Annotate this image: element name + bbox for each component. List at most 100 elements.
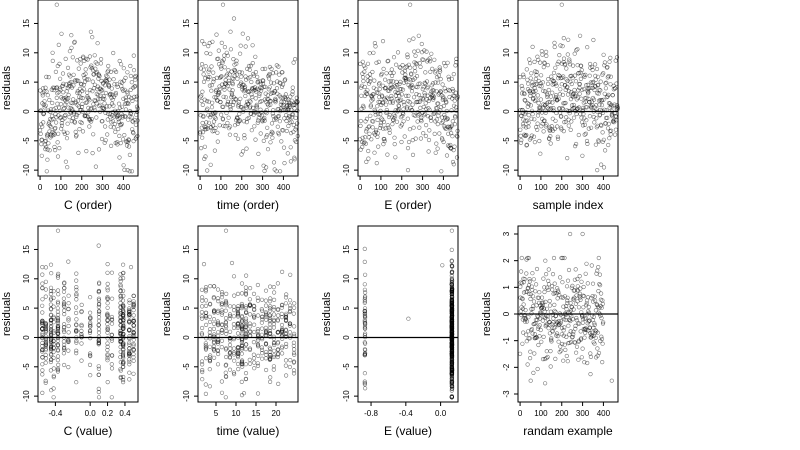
data-point: [123, 107, 128, 112]
data-point: [400, 62, 405, 68]
data-point: [63, 56, 68, 62]
data-point: [87, 328, 93, 334]
data-point: [237, 118, 242, 123]
data-point: [575, 47, 580, 52]
data-point: [527, 291, 532, 297]
data-point: [535, 127, 540, 132]
data-point: [239, 359, 244, 364]
data-point: [271, 160, 277, 165]
data-point: [375, 104, 380, 109]
data-point: [59, 95, 64, 100]
data-point: [291, 129, 296, 134]
data-point: [537, 60, 543, 65]
data-point: [582, 74, 587, 79]
data-point: [219, 312, 224, 317]
data-point: [561, 129, 566, 134]
data-point: [380, 38, 386, 44]
data-point: [573, 301, 579, 306]
x-tick-label: 200: [555, 409, 569, 418]
data-point: [65, 121, 70, 126]
data-point: [599, 336, 605, 342]
data-point: [584, 301, 589, 306]
data-point: [223, 363, 228, 368]
data-point: [544, 356, 549, 361]
data-point: [585, 281, 590, 286]
data-point: [280, 70, 285, 75]
data-point: [438, 69, 443, 74]
data-point: [234, 72, 239, 77]
data-point: [249, 128, 254, 133]
data-point: [405, 168, 411, 173]
data-point: [66, 105, 71, 110]
data-point: [66, 339, 71, 344]
data-point: [529, 307, 534, 312]
data-point: [402, 102, 407, 107]
data-point: [449, 317, 455, 323]
data-point: [56, 292, 61, 297]
data-point: [257, 91, 262, 96]
data-point: [362, 140, 367, 145]
data-point: [578, 111, 583, 117]
data-point: [61, 328, 67, 333]
data-point: [56, 131, 61, 136]
data-point: [57, 146, 62, 151]
data-point: [272, 290, 277, 295]
data-point: [109, 317, 115, 322]
data-point: [565, 84, 570, 89]
data-point: [200, 369, 205, 375]
data-point: [360, 135, 365, 140]
points-e-value: [362, 228, 455, 400]
data-point: [543, 108, 548, 113]
data-point: [211, 70, 216, 75]
data-point: [257, 93, 262, 98]
data-point: [409, 82, 414, 88]
data-point: [96, 323, 101, 328]
data-point: [118, 123, 123, 128]
data-point: [524, 271, 529, 276]
data-point: [119, 84, 124, 89]
data-point: [120, 361, 126, 366]
y-tick-label: 10: [502, 48, 511, 57]
data-point: [580, 346, 585, 351]
data-point: [65, 165, 70, 170]
data-point: [453, 90, 458, 95]
data-point: [361, 105, 366, 110]
data-point: [414, 61, 419, 67]
data-point: [398, 65, 403, 70]
data-point: [584, 138, 590, 144]
points-time-value: [199, 228, 297, 400]
y-tick-label: 15: [502, 18, 511, 27]
data-point: [244, 306, 249, 311]
data-point: [386, 79, 391, 84]
data-point: [546, 282, 552, 287]
data-point: [552, 40, 557, 46]
data-point: [220, 2, 226, 7]
data-point: [397, 98, 403, 103]
data-point: [199, 359, 205, 364]
data-point: [209, 83, 214, 88]
data-point: [127, 352, 132, 358]
data-point: [109, 395, 114, 400]
data-point: [560, 341, 565, 347]
data-point: [105, 117, 110, 122]
data-point: [55, 348, 61, 353]
data-point: [598, 162, 604, 167]
data-point: [66, 92, 71, 98]
data-point: [388, 78, 394, 84]
data-point: [278, 95, 283, 100]
data-point: [552, 308, 557, 313]
data-point: [210, 123, 216, 128]
data-point: [40, 93, 45, 98]
data-point: [227, 351, 232, 356]
y-tick-label: 15: [182, 244, 191, 253]
data-point: [210, 129, 215, 134]
data-point: [117, 115, 123, 120]
data-point: [266, 103, 271, 108]
data-point: [247, 302, 252, 307]
data-point: [61, 322, 67, 327]
data-point: [93, 66, 98, 71]
data-point: [231, 370, 236, 375]
data-point: [255, 120, 260, 125]
data-point: [363, 294, 368, 299]
